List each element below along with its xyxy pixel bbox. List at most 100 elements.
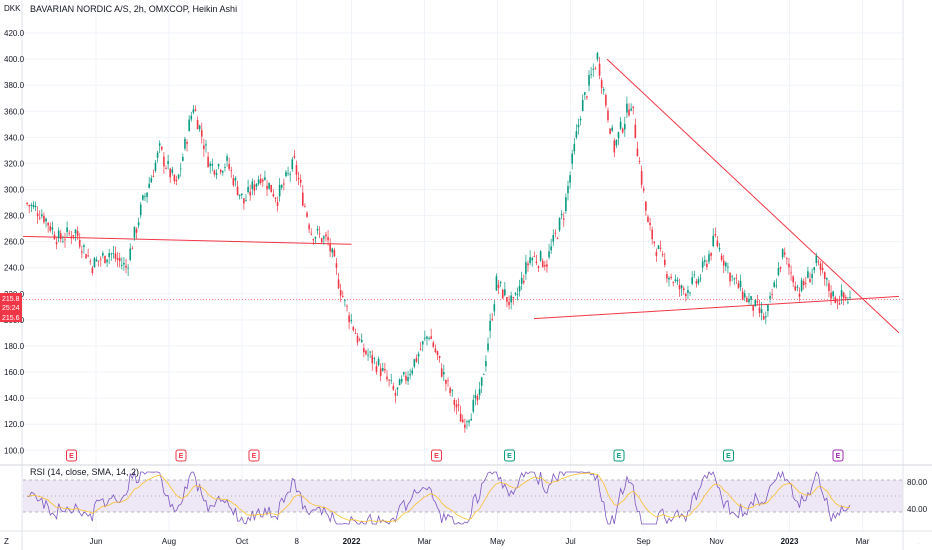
candle-body: [748, 299, 750, 303]
candle-body: [786, 257, 788, 259]
candle-body: [691, 277, 693, 284]
y-tick-label: 320.0: [4, 159, 25, 168]
trendline-resistance[interactable]: [606, 58, 900, 334]
earnings-marker[interactable]: E: [832, 449, 844, 462]
svg-text:E: E: [69, 453, 74, 460]
candle-body: [310, 233, 313, 235]
candle-body: [699, 278, 702, 280]
candle-body: [280, 185, 283, 188]
y-tick-label: 180.0: [4, 342, 25, 351]
candle-body: [655, 251, 658, 256]
candle-body: [838, 303, 841, 305]
candle-body: [571, 153, 573, 164]
price-badge-top: 215.8: [2, 296, 20, 303]
candle-body: [695, 281, 698, 284]
candle-body: [775, 285, 778, 287]
candle-body: [701, 261, 704, 268]
candle-body: [222, 171, 224, 173]
candle-body: [529, 257, 531, 264]
candle-body: [226, 156, 228, 161]
candle-body: [592, 69, 595, 71]
candle-body: [836, 301, 839, 303]
settings-icon[interactable]: [906, 536, 918, 547]
rsi-legend[interactable]: RSI (14, close, SMA, 14, 2): [30, 467, 139, 477]
svg-text:E: E: [252, 453, 257, 460]
price-badge-top-bg: [0, 293, 22, 303]
candle-body: [150, 178, 153, 183]
candle-body: [685, 293, 687, 297]
candle-body: [232, 178, 235, 186]
candle-body: [798, 293, 801, 297]
candle-body: [192, 109, 195, 113]
candle-body: [173, 174, 176, 182]
timezone-corner[interactable]: Z: [4, 537, 9, 546]
candle-body: [268, 182, 270, 189]
earnings-marker[interactable]: E: [723, 449, 734, 462]
candle-body: [447, 380, 449, 382]
candle-body: [41, 214, 43, 217]
candle-body: [112, 253, 115, 254]
candle-body: [93, 258, 96, 268]
candle-body: [329, 243, 331, 252]
candle-body: [213, 170, 216, 175]
earnings-marker[interactable]: E: [431, 449, 442, 462]
candle-body: [754, 299, 757, 307]
candle-body: [36, 213, 39, 217]
earnings-marker[interactable]: E: [248, 449, 260, 462]
candle-body: [424, 337, 426, 339]
candle-body: [586, 96, 588, 98]
candle-body: [325, 234, 327, 237]
candle-body: [676, 279, 679, 282]
candle-body: [453, 400, 456, 405]
candle-body: [169, 168, 172, 178]
candle-body: [438, 355, 441, 358]
svg-text:E: E: [617, 453, 622, 460]
candle-body: [45, 218, 47, 222]
y-tick-label: 360.0: [4, 107, 25, 116]
candle-body: [455, 404, 458, 408]
candle-body: [139, 204, 142, 216]
candle-body: [274, 197, 277, 199]
earnings-marker[interactable]: E: [613, 449, 625, 462]
candle-body: [826, 278, 828, 280]
candle-body: [293, 155, 296, 158]
grid-layer: [23, 0, 903, 531]
candle-body: [687, 289, 689, 293]
candle-body: [30, 204, 33, 206]
candle-body: [834, 297, 837, 303]
candle-body: [474, 395, 477, 399]
candle-body: [647, 216, 649, 223]
candle-body: [299, 179, 302, 183]
candle-body: [106, 259, 108, 263]
candle-body: [472, 399, 475, 412]
trendline-support-2022[interactable]: [533, 295, 900, 320]
candle-body: [626, 103, 628, 113]
candle-body: [491, 318, 494, 320]
candle-body: [516, 294, 519, 296]
candle-body: [51, 227, 54, 230]
candle-body: [83, 245, 85, 248]
candle-body: [546, 264, 548, 267]
candle-body: [478, 389, 481, 396]
candle-body: [190, 115, 193, 120]
earnings-marker[interactable]: E: [175, 449, 187, 462]
chart-legend[interactable]: BAVARIAN NORDIC A/S, 2h, OMXCOP, Heikin …: [30, 4, 237, 14]
candle-body: [794, 286, 797, 291]
candle-body: [57, 230, 60, 239]
candle-body: [522, 280, 525, 283]
candle-body: [375, 365, 378, 373]
candle-body: [257, 179, 260, 184]
candle-body: [594, 68, 597, 70]
y-tick-label: 300.0: [4, 185, 25, 194]
candle-body: [127, 267, 129, 269]
candle-body: [217, 164, 220, 167]
candle-body: [238, 194, 241, 196]
candle-body: [750, 296, 752, 300]
earnings-marker[interactable]: E: [504, 449, 515, 462]
candle-body: [607, 110, 609, 120]
time-axis[interactable]: Jun Aug Oct 8 2022 Mar May Jul Sep Nov 2023 Mar: [90, 537, 870, 546]
candle-body: [840, 290, 843, 297]
rsi-upper-label: 80.00: [907, 478, 928, 487]
earnings-marker[interactable]: E: [66, 449, 77, 462]
